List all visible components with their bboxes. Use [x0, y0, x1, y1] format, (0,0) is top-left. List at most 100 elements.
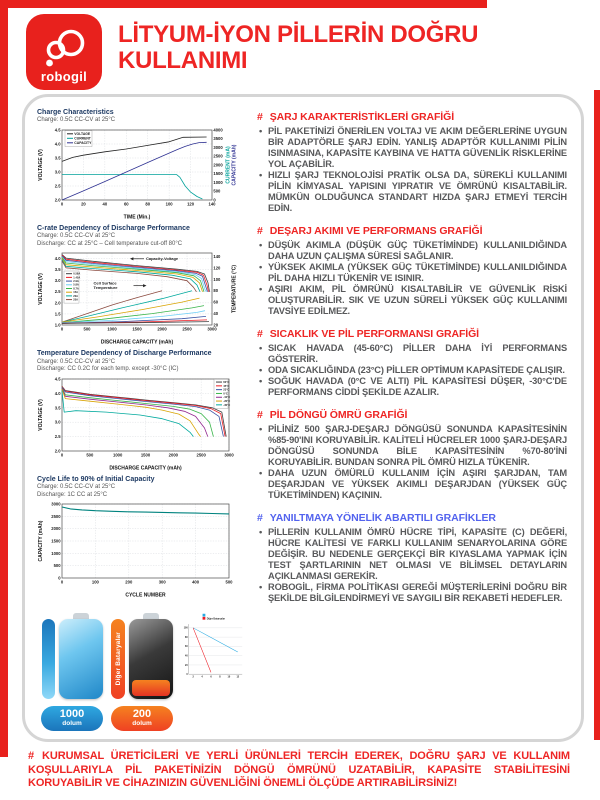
svg-text:2.5: 2.5: [55, 183, 61, 188]
svg-text:CYCLE NUMBER: CYCLE NUMBER: [125, 593, 166, 599]
charge-characteristics-block: Charge Characteristics Charge: 0.5C CC-C…: [37, 109, 245, 220]
svg-text:3000: 3000: [213, 145, 223, 150]
svg-text:3500: 3500: [213, 136, 223, 141]
svg-text:1500: 1500: [132, 327, 142, 332]
svg-text:60: 60: [213, 300, 218, 305]
svg-text:60: 60: [124, 201, 129, 206]
svg-text:2000: 2000: [51, 526, 61, 531]
svg-text:CAPACITY (mAh): CAPACITY (mAh): [38, 520, 44, 561]
svg-text:3000: 3000: [207, 327, 217, 332]
svg-text:3.5: 3.5: [55, 267, 61, 272]
svg-text:0: 0: [186, 673, 188, 676]
bullet-item: AŞIRI AKIM, PİL ÖMRÜNÜ KISALTABİLİR VE G…: [257, 284, 567, 317]
svg-text:3.0: 3.0: [55, 419, 61, 424]
svg-text:1500: 1500: [213, 171, 223, 176]
svg-text:20: 20: [81, 201, 86, 206]
bullet-list: PİLİNİZ 500 ŞARJ-DEŞARJ DÖNGÜSÜ SONUNDA …: [257, 424, 567, 501]
svg-text:20: 20: [185, 664, 188, 667]
svg-text:500: 500: [84, 327, 92, 332]
chart-subtitle: Charge: 0.5C CC-CV at 25°C: [37, 358, 116, 365]
svg-text:12: 12: [236, 676, 239, 679]
svg-text:VOLTAGE (V): VOLTAGE (V): [38, 399, 44, 431]
svg-text:4.5: 4.5: [55, 376, 61, 381]
svg-text:6: 6: [210, 676, 212, 679]
svg-text:0: 0: [58, 576, 61, 581]
svg-text:100: 100: [166, 201, 174, 206]
svg-text:15A: 15A: [73, 290, 78, 294]
svg-text:0°C: 0°C: [223, 391, 228, 395]
svg-text:500: 500: [213, 189, 221, 194]
full-blue-battery: [58, 613, 103, 700]
low-red-battery: [129, 613, 173, 700]
svg-text:45°C: 45°C: [223, 383, 229, 387]
left-red-accent: [0, 0, 8, 757]
svg-text:300: 300: [159, 580, 167, 585]
svg-text:1500: 1500: [141, 452, 151, 457]
svg-text:23°C: 23°C: [223, 387, 229, 391]
svg-text:5.8A: 5.8A: [73, 283, 79, 287]
svg-text:Capacity-Voltage: Capacity-Voltage: [146, 256, 179, 261]
svg-text:1000: 1000: [213, 180, 223, 185]
cycles-badge-blue: 1000 dolum: [41, 706, 103, 732]
svg-text:DISCHARGE CAPACITY (mAh): DISCHARGE CAPACITY (mAh): [101, 340, 174, 346]
svg-text:-10°C: -10°C: [223, 395, 230, 399]
cycle-life-block: Cycle Life to 90% of Initial Capacity Ch…: [37, 476, 245, 598]
svg-text:0.58A: 0.58A: [73, 272, 80, 276]
bullet-item: ROBOGİL, FİRMA POLİTİKASI GEREĞİ MÜŞTERİ…: [257, 582, 567, 604]
svg-text:80: 80: [185, 636, 188, 639]
bullet-list: PİLLERİN KULLANIM ÖMRÜ HÜCRE TİPİ, KAPAS…: [257, 527, 567, 604]
right-red-accent: [594, 90, 600, 740]
svg-text:DISCHARGE CAPACITY (mAh): DISCHARGE CAPACITY (mAh): [109, 465, 182, 471]
svg-text:25A: 25A: [73, 298, 78, 302]
svg-text:2000: 2000: [157, 327, 167, 332]
svg-text:40: 40: [103, 201, 108, 206]
svg-text:2.5: 2.5: [55, 290, 61, 295]
orange-label-bar: Diğer Bataryalar: [111, 619, 125, 700]
svg-text:140: 140: [213, 254, 221, 259]
svg-text:4.0: 4.0: [55, 391, 61, 396]
cycles-badge-red: 200 dolum: [111, 706, 173, 732]
svg-text:1.45A: 1.45A: [73, 276, 80, 280]
svg-text:1500: 1500: [51, 539, 61, 544]
chart-subtitle: Charge: 0.5C CC-CV at 25°C: [37, 233, 116, 240]
svg-text:TEMPERATURE (°C): TEMPERATURE (°C): [232, 265, 238, 313]
svg-text:100: 100: [184, 627, 189, 630]
svg-text:40: 40: [185, 655, 188, 658]
section-heading: # DEŞARJ AKIMI VE PERFORMANS GRAFİĞİ: [257, 225, 567, 237]
svg-text:2500: 2500: [197, 452, 207, 457]
svg-text:500: 500: [86, 452, 94, 457]
svg-text:VOLTAGE: VOLTAGE: [74, 132, 91, 136]
svg-text:2500: 2500: [182, 327, 192, 332]
svg-text:500: 500: [226, 580, 234, 585]
chart-subtitle: Charge: 0.5C CC-CV at 25°C: [37, 484, 116, 491]
bullet-item: PİL PAKETİNİZİ ÖNERİLEN VOLTAJ VE AKIM D…: [257, 126, 567, 170]
section-heading: # PİL DÖNGÜ ÖMRÜ GRAFİĞİ: [257, 409, 567, 421]
robogil-battery-group: 1000 dolum: [41, 611, 103, 732]
hash-mark: #: [257, 111, 263, 123]
cycles-value: 200: [132, 708, 152, 721]
other-battery-group: Diğer Bataryalar 200 dolum: [111, 611, 173, 732]
svg-text:-30°C: -30°C: [223, 402, 230, 406]
svg-text:10: 10: [228, 676, 231, 679]
svg-text:0: 0: [61, 452, 64, 457]
top-red-accent: [0, 0, 487, 8]
svg-text:2500: 2500: [213, 154, 223, 159]
section-cycle-life: # PİL DÖNGÜ ÖMRÜ GRAFİĞİ PİLİNİZ 500 ŞAR…: [257, 409, 567, 501]
logo-wordmark: robogil: [40, 69, 88, 84]
svg-text:3000: 3000: [224, 452, 234, 457]
svg-text:4.0: 4.0: [55, 256, 61, 261]
svg-text:8: 8: [219, 676, 221, 679]
svg-text:2000: 2000: [169, 452, 179, 457]
svg-text:2.0: 2.0: [55, 448, 61, 453]
page-title: LİTYUM-İYON PİLLERİN DOĞRU KULLANIMI: [118, 21, 479, 75]
chart-title: C-rate Dependency of Discharge Performan…: [37, 224, 190, 232]
svg-text:0: 0: [61, 327, 64, 332]
svg-text:1000: 1000: [51, 551, 61, 556]
svg-text:120: 120: [187, 201, 195, 206]
svg-text:2.5: 2.5: [55, 434, 61, 439]
cycle-life-chart: 0 100 200 300 400 500 0 500 1000 1500 2000 2500 3000…: [38, 502, 234, 599]
bullet-item: SICAK HAVADA (45-60°C) PİLLER DAHA İYİ P…: [257, 343, 567, 365]
chart-title: Temperature Dependency of Discharge Perf…: [37, 350, 212, 358]
low-charge-fill: [132, 680, 170, 697]
section-charge-characteristics: # ŞARJ KARAKTERİSTİKLERİ GRAFİĞİ PİL PAK…: [257, 111, 567, 214]
